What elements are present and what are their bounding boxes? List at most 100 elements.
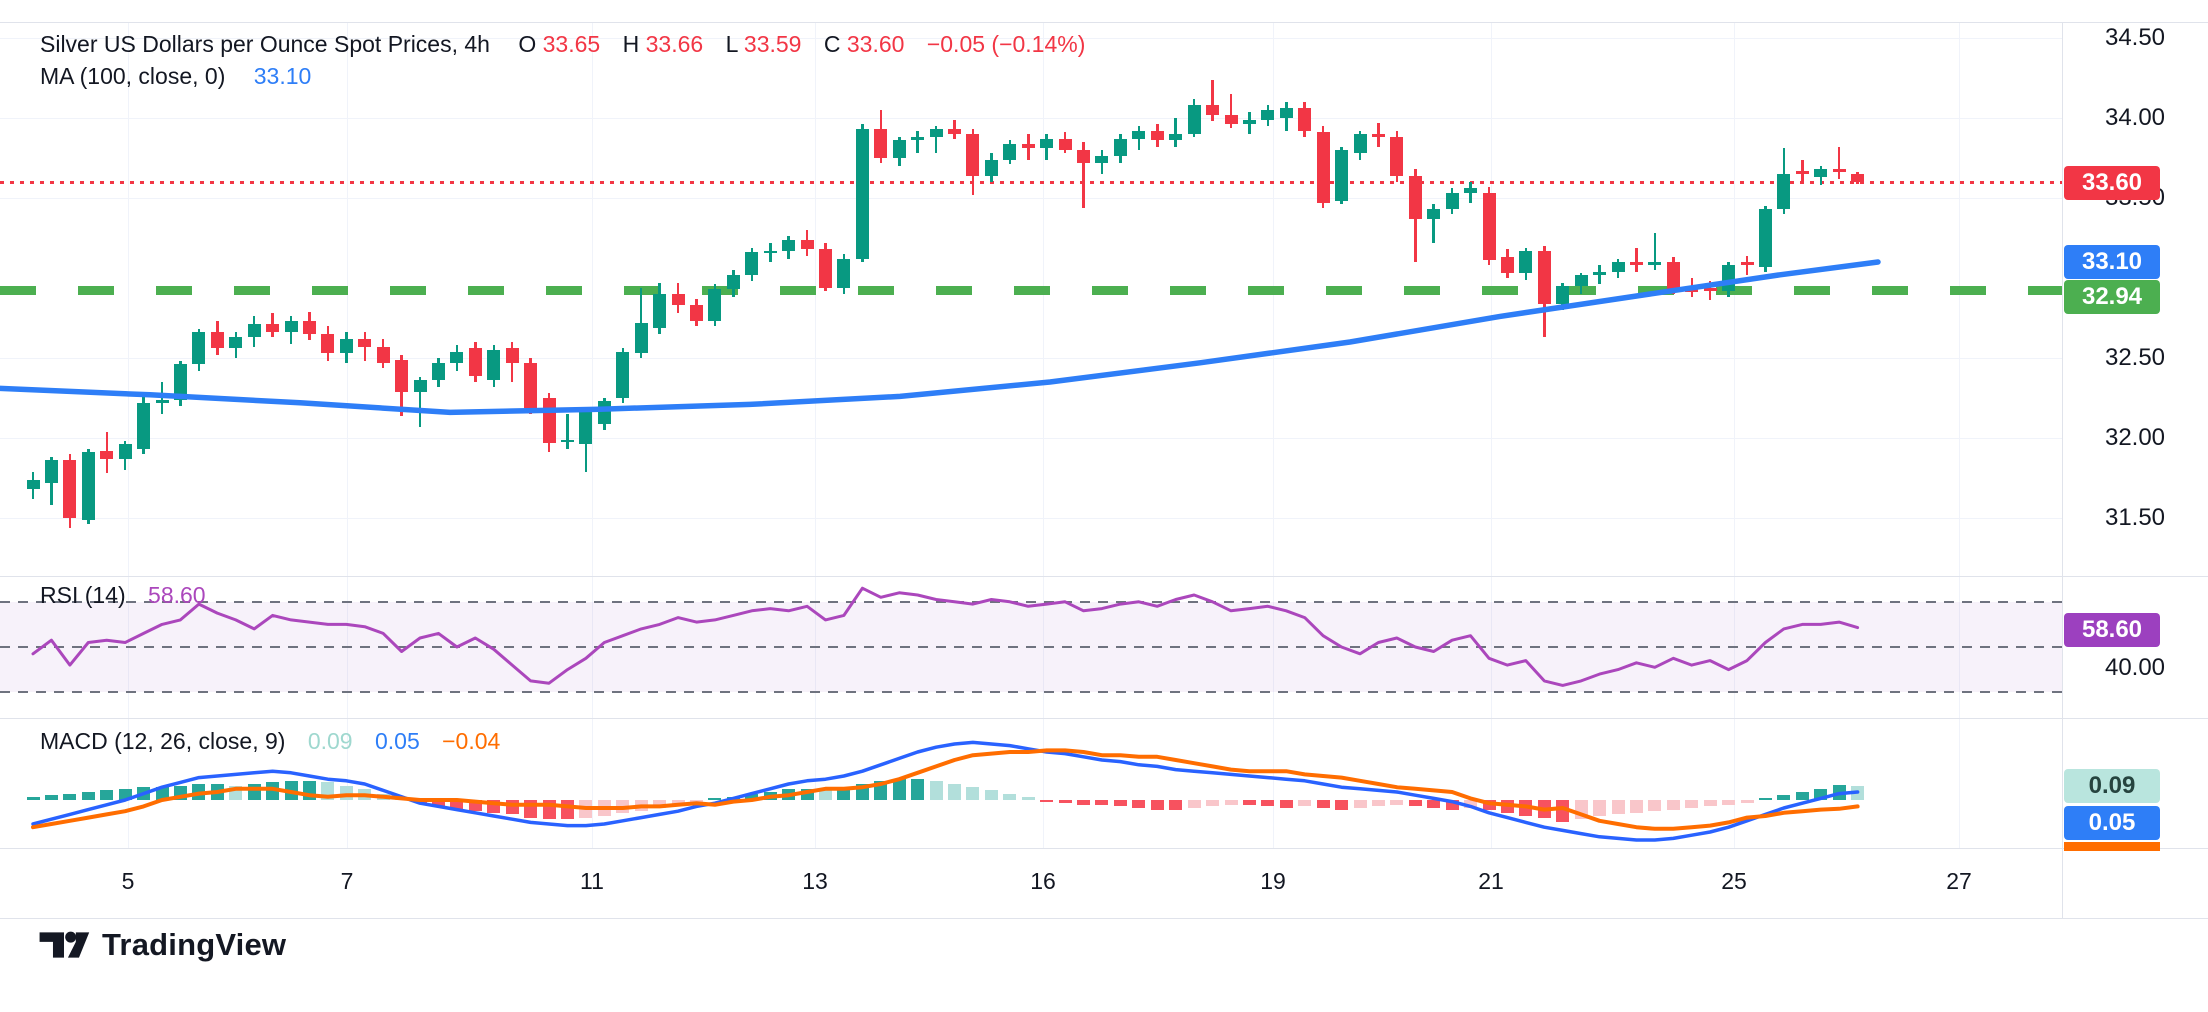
rsi-axis-tick[interactable]: 40.00 [2104, 654, 2166, 681]
macd-histogram-bar [892, 779, 906, 800]
macd-histogram-bar [173, 785, 187, 800]
macd-histogram-bar [1427, 800, 1441, 808]
time-axis-label: 11 [580, 868, 604, 894]
candle-body [726, 274, 740, 290]
last-price-dotted-line [0, 181, 2062, 184]
candle-body [1316, 132, 1330, 203]
candle-wick [1082, 142, 1085, 208]
macd-signal-badge [2064, 842, 2160, 851]
candle-wick [1653, 233, 1657, 270]
time-axis-label: 25 [1721, 868, 1747, 894]
candle-body [1187, 105, 1201, 134]
high-value: 33.66 [645, 31, 704, 57]
low-value: 33.59 [743, 31, 802, 57]
macd-histogram-bar [1279, 800, 1293, 808]
candle-body [653, 294, 667, 328]
macd-histogram-bar [1814, 788, 1828, 800]
macd-histogram-bar [874, 780, 888, 800]
close-label: C [823, 31, 841, 57]
candle-body [487, 350, 501, 381]
candle-wick [160, 382, 164, 414]
time-gridline [1273, 22, 1274, 848]
low-label: L [725, 31, 738, 57]
support-dashed-line[interactable] [0, 286, 2062, 295]
candle-body [616, 351, 630, 398]
tradingview-logo[interactable]: TradingView [38, 926, 286, 964]
time-gridline [815, 22, 816, 848]
candle-wick [566, 414, 569, 450]
candle-body [468, 348, 482, 376]
candle-body [229, 337, 243, 349]
candle-body [81, 452, 95, 520]
candle-body [966, 134, 980, 176]
candle-body [266, 324, 280, 333]
macd-histogram-bar [44, 795, 58, 800]
candle-body [1537, 250, 1551, 304]
macd-histogram-bar [708, 798, 722, 800]
macd-histogram-bar [468, 800, 482, 812]
macd-histogram-bar [1482, 800, 1496, 810]
time-axis-label: 13 [802, 868, 828, 894]
candle-body [892, 140, 906, 158]
macd-histogram-bar [1058, 800, 1072, 804]
macd-histogram-bar [395, 798, 409, 800]
candle-body [782, 239, 796, 251]
macd-histogram-bar [155, 787, 169, 800]
macd-histogram-bar [966, 787, 980, 800]
candle-body [1058, 138, 1072, 150]
candle-wick [1229, 94, 1233, 128]
macd-histogram-bar [929, 780, 943, 800]
candle-wick [916, 130, 919, 154]
macd-histogram-bar [1206, 800, 1219, 807]
candle-body [155, 399, 169, 403]
time-axis-label: 27 [1946, 868, 1972, 894]
rsi-panel-divider[interactable] [0, 576, 2208, 577]
macd-panel-divider[interactable] [0, 718, 2208, 719]
macd-histogram-bar [284, 780, 298, 800]
macd-histogram-bar [1021, 796, 1035, 800]
macd-histogram-bar [1795, 792, 1809, 800]
close-value: 33.60 [846, 31, 905, 57]
candle-body [1500, 257, 1514, 274]
ma-price-badge: 33.10 [2064, 245, 2160, 279]
candle-body [118, 444, 132, 459]
rsi-legend[interactable]: RSI (14) 58.60 [40, 582, 206, 609]
candle-body [1169, 134, 1183, 141]
macd-histogram-bar [1758, 798, 1772, 800]
candle-body [339, 338, 353, 354]
macd-histogram-bar [81, 792, 95, 800]
time-gridline [1734, 22, 1735, 848]
candle-wick [1837, 146, 1841, 179]
rsi-middle-band-line [0, 646, 2062, 648]
macd-histogram-bar [1777, 795, 1791, 800]
macd-histogram-bar [1298, 800, 1312, 807]
ma-label: MA (100, close, 0) [40, 63, 226, 89]
candle-wick [1635, 247, 1638, 272]
macd-line-value: 0.05 [374, 728, 420, 754]
macd-histogram-bar [653, 800, 667, 808]
macd-histogram-bar [1077, 800, 1090, 805]
candle-body [1795, 170, 1809, 174]
price-axis-border [2062, 22, 2063, 918]
rsi-upper-band-line [0, 601, 2062, 603]
macd-histogram-bar [1371, 800, 1385, 807]
candle-body [579, 412, 593, 445]
candle-body [1132, 130, 1146, 139]
support-price-badge: 32.94 [2064, 280, 2160, 314]
ma100-line [0, 259, 1881, 416]
macd-legend[interactable]: MACD (12, 26, close, 9) 0.09 0.05 −0.04 [40, 728, 500, 755]
macd-histogram-bar [1113, 800, 1127, 807]
macd-histogram-bar [1003, 793, 1017, 800]
chart-top-border [0, 22, 2208, 23]
candle-body [1408, 175, 1422, 219]
open-value: 33.65 [542, 31, 601, 57]
chart-legend[interactable]: Silver US Dollars per Ounce Spot Prices,… [40, 31, 1085, 58]
rsi-lower-band-line [0, 691, 2062, 693]
macd-histogram-bar [1574, 800, 1588, 820]
macd-hist-badge: 0.09 [2064, 769, 2160, 803]
ma-legend[interactable]: MA (100, close, 0) 33.10 [40, 63, 311, 90]
macd-histogram-bar [1519, 800, 1533, 816]
candle-body [874, 129, 888, 158]
macd-histogram-bar [1464, 800, 1477, 808]
candle-body [1832, 169, 1846, 173]
